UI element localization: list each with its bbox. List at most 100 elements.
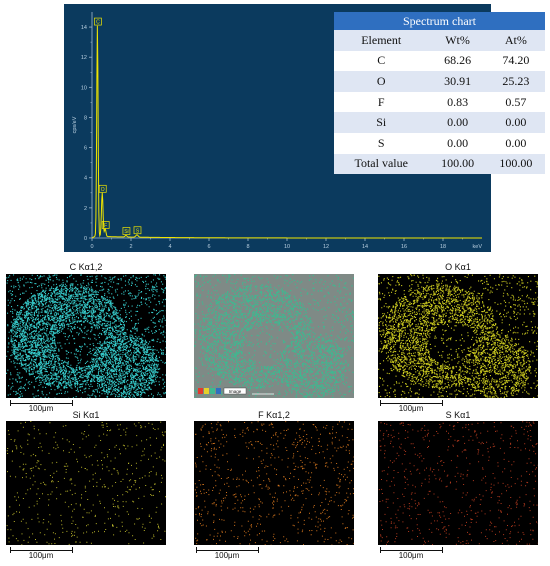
x-tick-label: 8	[246, 244, 249, 250]
map-si-dots	[6, 421, 166, 545]
table-cell: 100.00	[499, 156, 533, 171]
table-cell: 25.23	[502, 73, 530, 88]
table-cell: 0.57	[505, 94, 527, 109]
map-o-pattern	[378, 274, 538, 398]
map-c-dots	[6, 274, 166, 398]
table-cell: 0.83	[447, 94, 469, 109]
table-header-element: Element	[361, 32, 402, 47]
table-cell: 0.00	[447, 135, 469, 150]
table-row: O 30.91 25.23	[334, 71, 545, 92]
map-f-pattern	[194, 421, 354, 545]
x-tick-label: 6	[207, 244, 210, 250]
table-caption: Spectrum chart	[334, 12, 545, 30]
x-tick-label: 16	[401, 244, 407, 250]
x-tick-label: 18	[440, 244, 446, 250]
map-o-dots	[378, 274, 538, 398]
map-c	[6, 274, 166, 398]
y-axis-label: cps/eV	[72, 116, 78, 133]
map-s-dots	[378, 421, 538, 545]
table-row: Si 0.00 0.00	[334, 112, 545, 133]
peak-label: O	[101, 187, 105, 193]
overlay-color-swatch	[204, 388, 209, 394]
table-cell: 74.20	[502, 53, 530, 68]
overlay-color-swatch	[216, 388, 221, 394]
map-overlay-dots	[194, 274, 354, 398]
x-tick-label: 4	[168, 244, 171, 250]
spectrum-table: Spectrum chart Element Wt% At% C 68.26 7…	[334, 12, 545, 175]
table-header-wt: Wt%	[445, 32, 470, 47]
scale-bar: 100μm	[380, 400, 443, 413]
scale-bar-label: 100μm	[398, 404, 424, 413]
table-cell: Total value	[354, 156, 408, 171]
y-tick-label: 12	[81, 55, 87, 61]
table-cell: 68.26	[444, 53, 472, 68]
x-axis-label: keV	[473, 244, 483, 250]
map-s	[378, 421, 538, 545]
map-s-pattern	[378, 421, 538, 545]
peak-marker	[122, 227, 131, 235]
map-si	[6, 421, 166, 545]
overlay-legend-label: Image	[229, 389, 242, 394]
table-cell: 100.00	[441, 156, 475, 171]
peak-label: F	[104, 223, 107, 229]
table-cell: 0.00	[447, 115, 469, 130]
table-cell: Si	[376, 115, 387, 130]
x-tick-label: 14	[362, 244, 368, 250]
map-f	[194, 421, 354, 545]
spectrum-panel: 0 2 4 6 8 10 12 14 0 2 4 6 8 10 12 14 16 18 cps/eV keV C O F Si…	[64, 4, 545, 252]
table-header-at: At%	[504, 32, 527, 47]
map-c-pattern	[6, 274, 166, 398]
y-tick-label: 8	[84, 115, 87, 121]
spectrum-line	[91, 25, 482, 239]
x-tick-label: 10	[284, 244, 290, 250]
map-si-pattern	[6, 421, 166, 545]
y-tick-label: 10	[81, 85, 87, 91]
table-cell: O	[376, 73, 386, 88]
y-tick-label: 2	[84, 206, 87, 212]
table-cell: S	[377, 135, 385, 150]
table-row: C 68.26 74.20	[334, 50, 545, 72]
map-f-dots	[194, 421, 354, 545]
table-row: S 0.00 0.00	[334, 132, 545, 154]
map-label-c: C Kα1,2	[69, 262, 103, 272]
map-label-f: F Kα1,2	[258, 410, 290, 420]
map-overlay-pattern: Image	[194, 274, 354, 398]
table-cell: C	[377, 53, 386, 68]
scale-bar-label: 100μm	[398, 551, 424, 560]
table-cell: 30.91	[444, 73, 472, 88]
table-cell: 0.00	[505, 135, 527, 150]
scale-bar: 100μm	[10, 547, 73, 560]
peak-marker	[94, 17, 102, 26]
map-label-s: S Kα1	[445, 410, 471, 420]
peak-marker	[101, 221, 110, 229]
peak-marker	[98, 184, 107, 193]
table-header-row: Element Wt% At%	[334, 30, 545, 51]
scale-bar-label: 100μm	[28, 404, 54, 413]
overlay-legend-box	[223, 387, 247, 395]
map-o	[378, 274, 538, 398]
y-tick-label: 0	[84, 236, 87, 242]
peak-label: C	[96, 20, 100, 26]
overlay-color-swatch	[210, 388, 215, 394]
overlay-color-swatch	[198, 388, 203, 394]
y-tick-label: 6	[84, 146, 87, 152]
peak-label: Si	[124, 229, 128, 235]
table-cell: 0.00	[505, 115, 527, 130]
peak-label: S	[136, 228, 140, 234]
scale-bar-label: 100μm	[28, 551, 54, 560]
scale-bar-label: 100μm	[214, 551, 240, 560]
table-row: Total value 100.00 100.00	[334, 153, 545, 175]
scale-bar: 100μm	[10, 400, 73, 413]
peak-marker	[133, 226, 142, 235]
table-cell: F	[377, 94, 385, 109]
y-tick-label: 14	[81, 25, 87, 31]
map-label-si: Si Kα1	[72, 410, 100, 420]
scale-bar: 100μm	[196, 547, 259, 560]
y-tick-label: 4	[84, 176, 87, 182]
x-tick-label: 2	[129, 244, 132, 250]
scale-bar: 100μm	[380, 547, 443, 560]
x-tick-label: 12	[323, 244, 329, 250]
table-row: F 0.83 0.57	[334, 91, 545, 113]
map-overlay: Image	[194, 274, 354, 398]
